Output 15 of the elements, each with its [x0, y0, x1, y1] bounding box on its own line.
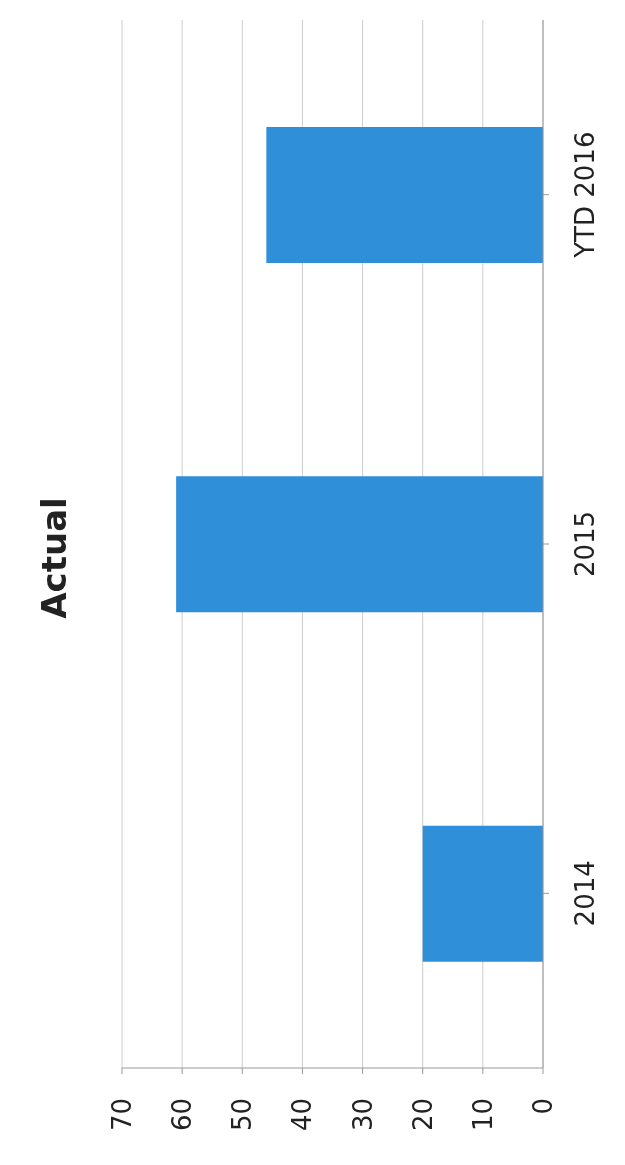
bar: [266, 127, 543, 263]
x-tick-label: 10: [467, 1098, 498, 1132]
x-tick-label: 60: [167, 1098, 198, 1132]
x-tick-label: 30: [347, 1098, 378, 1132]
bar: [422, 825, 543, 962]
x-tick-label: 50: [227, 1098, 258, 1132]
y-tick-label: 2015: [570, 510, 600, 578]
bar: [176, 476, 543, 613]
x-tick-label: 40: [287, 1098, 318, 1132]
y-tick-label: YTD 2016: [570, 131, 600, 259]
text: Actual: [34, 497, 74, 619]
y-tick-label: 2014: [570, 860, 600, 927]
x-tick-label: 70: [107, 1098, 137, 1132]
x-tick-label: 0: [528, 1098, 558, 1115]
x-tick-label: 20: [407, 1098, 438, 1132]
